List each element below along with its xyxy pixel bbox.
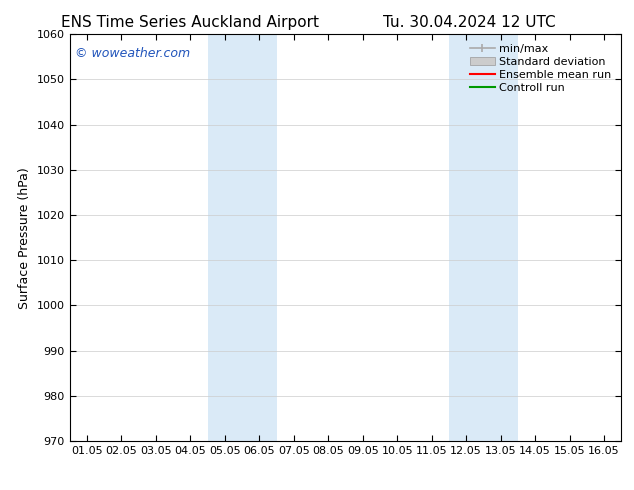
Text: Tu. 30.04.2024 12 UTC: Tu. 30.04.2024 12 UTC	[383, 15, 555, 30]
Legend: min/max, Standard deviation, Ensemble mean run, Controll run: min/max, Standard deviation, Ensemble me…	[466, 40, 616, 97]
Text: ENS Time Series Auckland Airport: ENS Time Series Auckland Airport	[61, 15, 319, 30]
Bar	[449, 34, 518, 441]
Y-axis label: Surface Pressure (hPa): Surface Pressure (hPa)	[18, 167, 31, 309]
Bar	[207, 34, 276, 441]
Text: © woweather.com: © woweather.com	[75, 47, 190, 59]
